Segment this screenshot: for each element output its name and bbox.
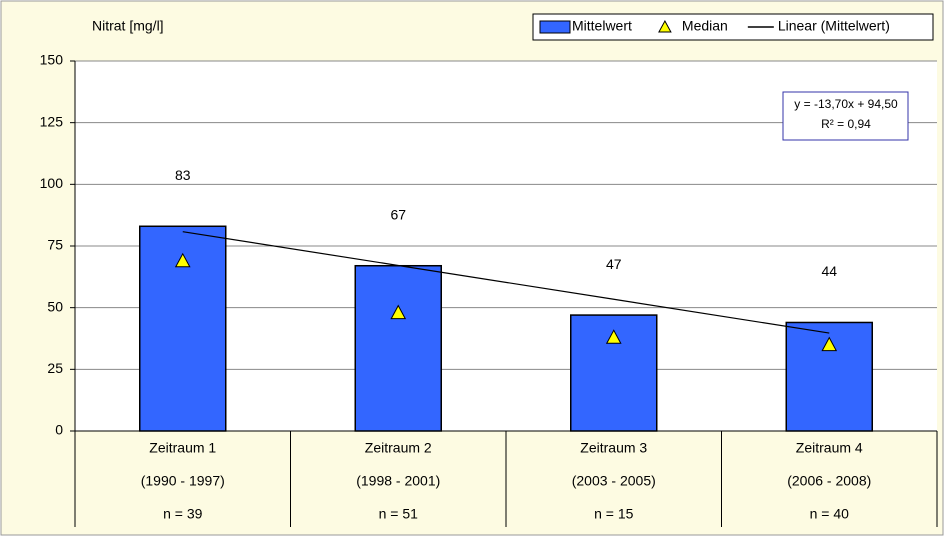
y-tick-label: 125 xyxy=(40,113,64,129)
annotation: y = -13,70x + 94,50 xyxy=(794,97,898,111)
data-label: 83 xyxy=(175,167,191,183)
median-marker xyxy=(605,329,622,344)
median-marker xyxy=(821,336,838,352)
data-label: 47 xyxy=(606,256,622,272)
legend-box xyxy=(532,13,934,41)
category-count: n = 40 xyxy=(810,506,850,522)
data-label: 44 xyxy=(821,263,837,279)
x-tick-label: Zeitraum 1 xyxy=(149,440,216,456)
y-tick-label: 100 xyxy=(40,175,64,191)
category-period: (1990 - 1997) xyxy=(141,473,225,489)
median-marker xyxy=(390,304,407,320)
y-tick-label: 25 xyxy=(47,360,63,376)
median-marker xyxy=(174,252,191,268)
x-tick-label: Zeitraum 3 xyxy=(580,440,647,456)
data-label: 67 xyxy=(390,206,406,222)
legend-label[interactable]: Linear (Mittelwert) xyxy=(778,18,890,34)
annotation-box xyxy=(782,91,909,141)
category-count: n = 51 xyxy=(379,506,419,522)
y-tick-label: 50 xyxy=(47,298,63,314)
legend-swatch xyxy=(539,20,571,34)
y-axis-label: Nitrat [mg/l] xyxy=(92,18,164,34)
trend-line xyxy=(182,231,830,334)
x-tick-label: Zeitraum 4 xyxy=(796,440,863,456)
category-period: (2006 - 2008) xyxy=(787,473,871,489)
bar xyxy=(354,264,442,432)
legend-label[interactable]: Mittelwert xyxy=(572,18,632,34)
y-tick-label: 150 xyxy=(40,52,64,68)
y-tick-label: 75 xyxy=(47,237,63,253)
x-tick-label: Zeitraum 2 xyxy=(365,440,432,456)
category-count: n = 15 xyxy=(594,506,634,522)
category-period: (1998 - 2001) xyxy=(356,473,440,489)
legend-label[interactable]: Median xyxy=(682,18,728,34)
legend-swatch xyxy=(658,19,672,33)
y-tick-label: 0 xyxy=(55,422,63,438)
annotation: R² = 0,94 xyxy=(821,117,871,131)
category-period: (2003 - 2005) xyxy=(572,473,656,489)
category-count: n = 39 xyxy=(163,506,203,522)
